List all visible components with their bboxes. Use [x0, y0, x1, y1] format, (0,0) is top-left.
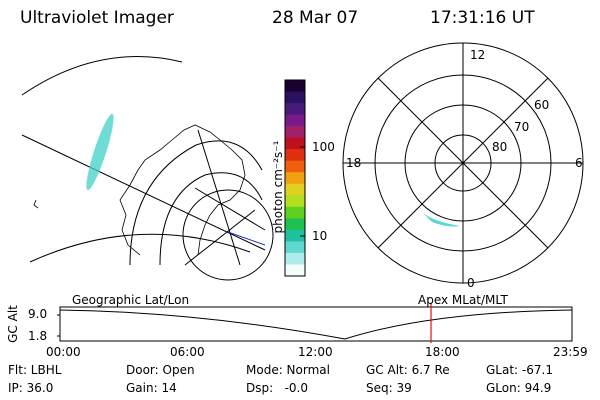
colorbar-segment: [285, 114, 305, 127]
glon-info: GLon: 94.9: [486, 381, 552, 395]
geo-lat-arc-1: [129, 140, 263, 266]
door-info: Door: Open: [126, 363, 195, 377]
colorbar-segment: [285, 137, 305, 150]
colorbar-segment: [285, 126, 305, 139]
colorbar-segment: [285, 264, 305, 277]
mode-info: Mode: Normal: [246, 363, 330, 377]
colorbar-segment: [285, 206, 305, 219]
geo-meridian-1: [21, 134, 266, 251]
timeline-x-tick-2: 12:00: [298, 345, 333, 359]
mlt-line-diag-2: [377, 77, 549, 249]
antarctica-coastline: [119, 124, 246, 256]
mlt-label-6: 6: [575, 156, 583, 170]
timeline-x-tick-4: 23:59: [553, 345, 588, 359]
colorbar-segment: [285, 149, 305, 162]
dsp-info: Dsp: -0.0: [246, 381, 309, 395]
geo-meridian-2: [197, 129, 241, 266]
colorbar-segment: [285, 241, 305, 254]
mlt-label-12: 12: [470, 48, 486, 62]
glat-info: GLat: -67.1: [486, 363, 553, 377]
geo-meridian-4: [184, 209, 256, 266]
island-outline: [33, 199, 39, 209]
timeline-x-tick-3: 18:00: [425, 345, 460, 359]
ip-info: IP: 36.0: [8, 381, 54, 395]
colorbar-tick-label-100: 100: [312, 140, 335, 154]
mlt-label-0: 0: [467, 276, 475, 290]
terminator-line: [227, 231, 266, 246]
colorbar-segment: [285, 229, 305, 242]
timeline-frame: [59, 306, 573, 342]
geo-lat-circle-inner: [182, 189, 274, 281]
timeline-y-top: 9.0: [28, 307, 48, 321]
mlat-label-70: 70: [514, 120, 530, 134]
timeline-y-title: GC Alt: [5, 305, 20, 343]
colorbar-segment: [285, 252, 305, 265]
mlat-label-80: 80: [492, 140, 508, 154]
instrument-title: Ultraviolet Imager: [20, 8, 174, 28]
colorbar-frame: [284, 79, 306, 277]
geo-aurora-patch: [86, 113, 114, 191]
geo-lat-arc-base: [29, 233, 251, 263]
colorbar-segment: [285, 103, 305, 116]
colorbar-segment: [285, 195, 305, 208]
colorbar-segment: [285, 218, 305, 231]
time-label: 17:31:16 UT: [430, 8, 535, 28]
geo-meridian-3: [194, 187, 266, 231]
gc-alt-info: GC Alt: 6.7 Re: [366, 363, 450, 377]
timeline-x-tick-0: 00:00: [46, 345, 81, 359]
geo-lat-arc-outer: [21, 56, 183, 96]
polar-aurora-patch: [423, 213, 460, 227]
colorbar-unit-label: photon cm⁻²s⁻¹: [271, 140, 285, 234]
timeline-x-tick-1: 06:00: [170, 345, 205, 359]
colorbar-segment: [285, 160, 305, 173]
geo-lat-arc-2: [159, 172, 263, 266]
colorbar-tick-label-10: 10: [312, 229, 328, 243]
timeline-left-label: Geographic Lat/Lon: [72, 293, 190, 307]
mlat-label-60: 60: [534, 98, 550, 112]
gain-info: Gain: 14: [126, 381, 177, 395]
geographic-map: [21, 56, 274, 281]
colorbar-segment: [285, 172, 305, 185]
timeline-right-label: Apex MLat/MLT: [418, 293, 508, 307]
colorbar-segment: [285, 80, 305, 93]
polar-mlt-plot: [342, 42, 584, 284]
seq-info: Seq: 39: [366, 381, 412, 395]
colorbar: [285, 80, 305, 277]
altitude-curve: [59, 309, 573, 340]
mlt-label-18: 18: [346, 156, 362, 170]
colorbar-segment: [285, 91, 305, 104]
filter-info: Flt: LBHL: [8, 363, 62, 377]
timeline-y-bottom: 1.8: [28, 329, 48, 343]
colorbar-segment: [285, 183, 305, 196]
date-label: 28 Mar 07: [272, 8, 359, 28]
timeline-plot: [57, 303, 573, 343]
